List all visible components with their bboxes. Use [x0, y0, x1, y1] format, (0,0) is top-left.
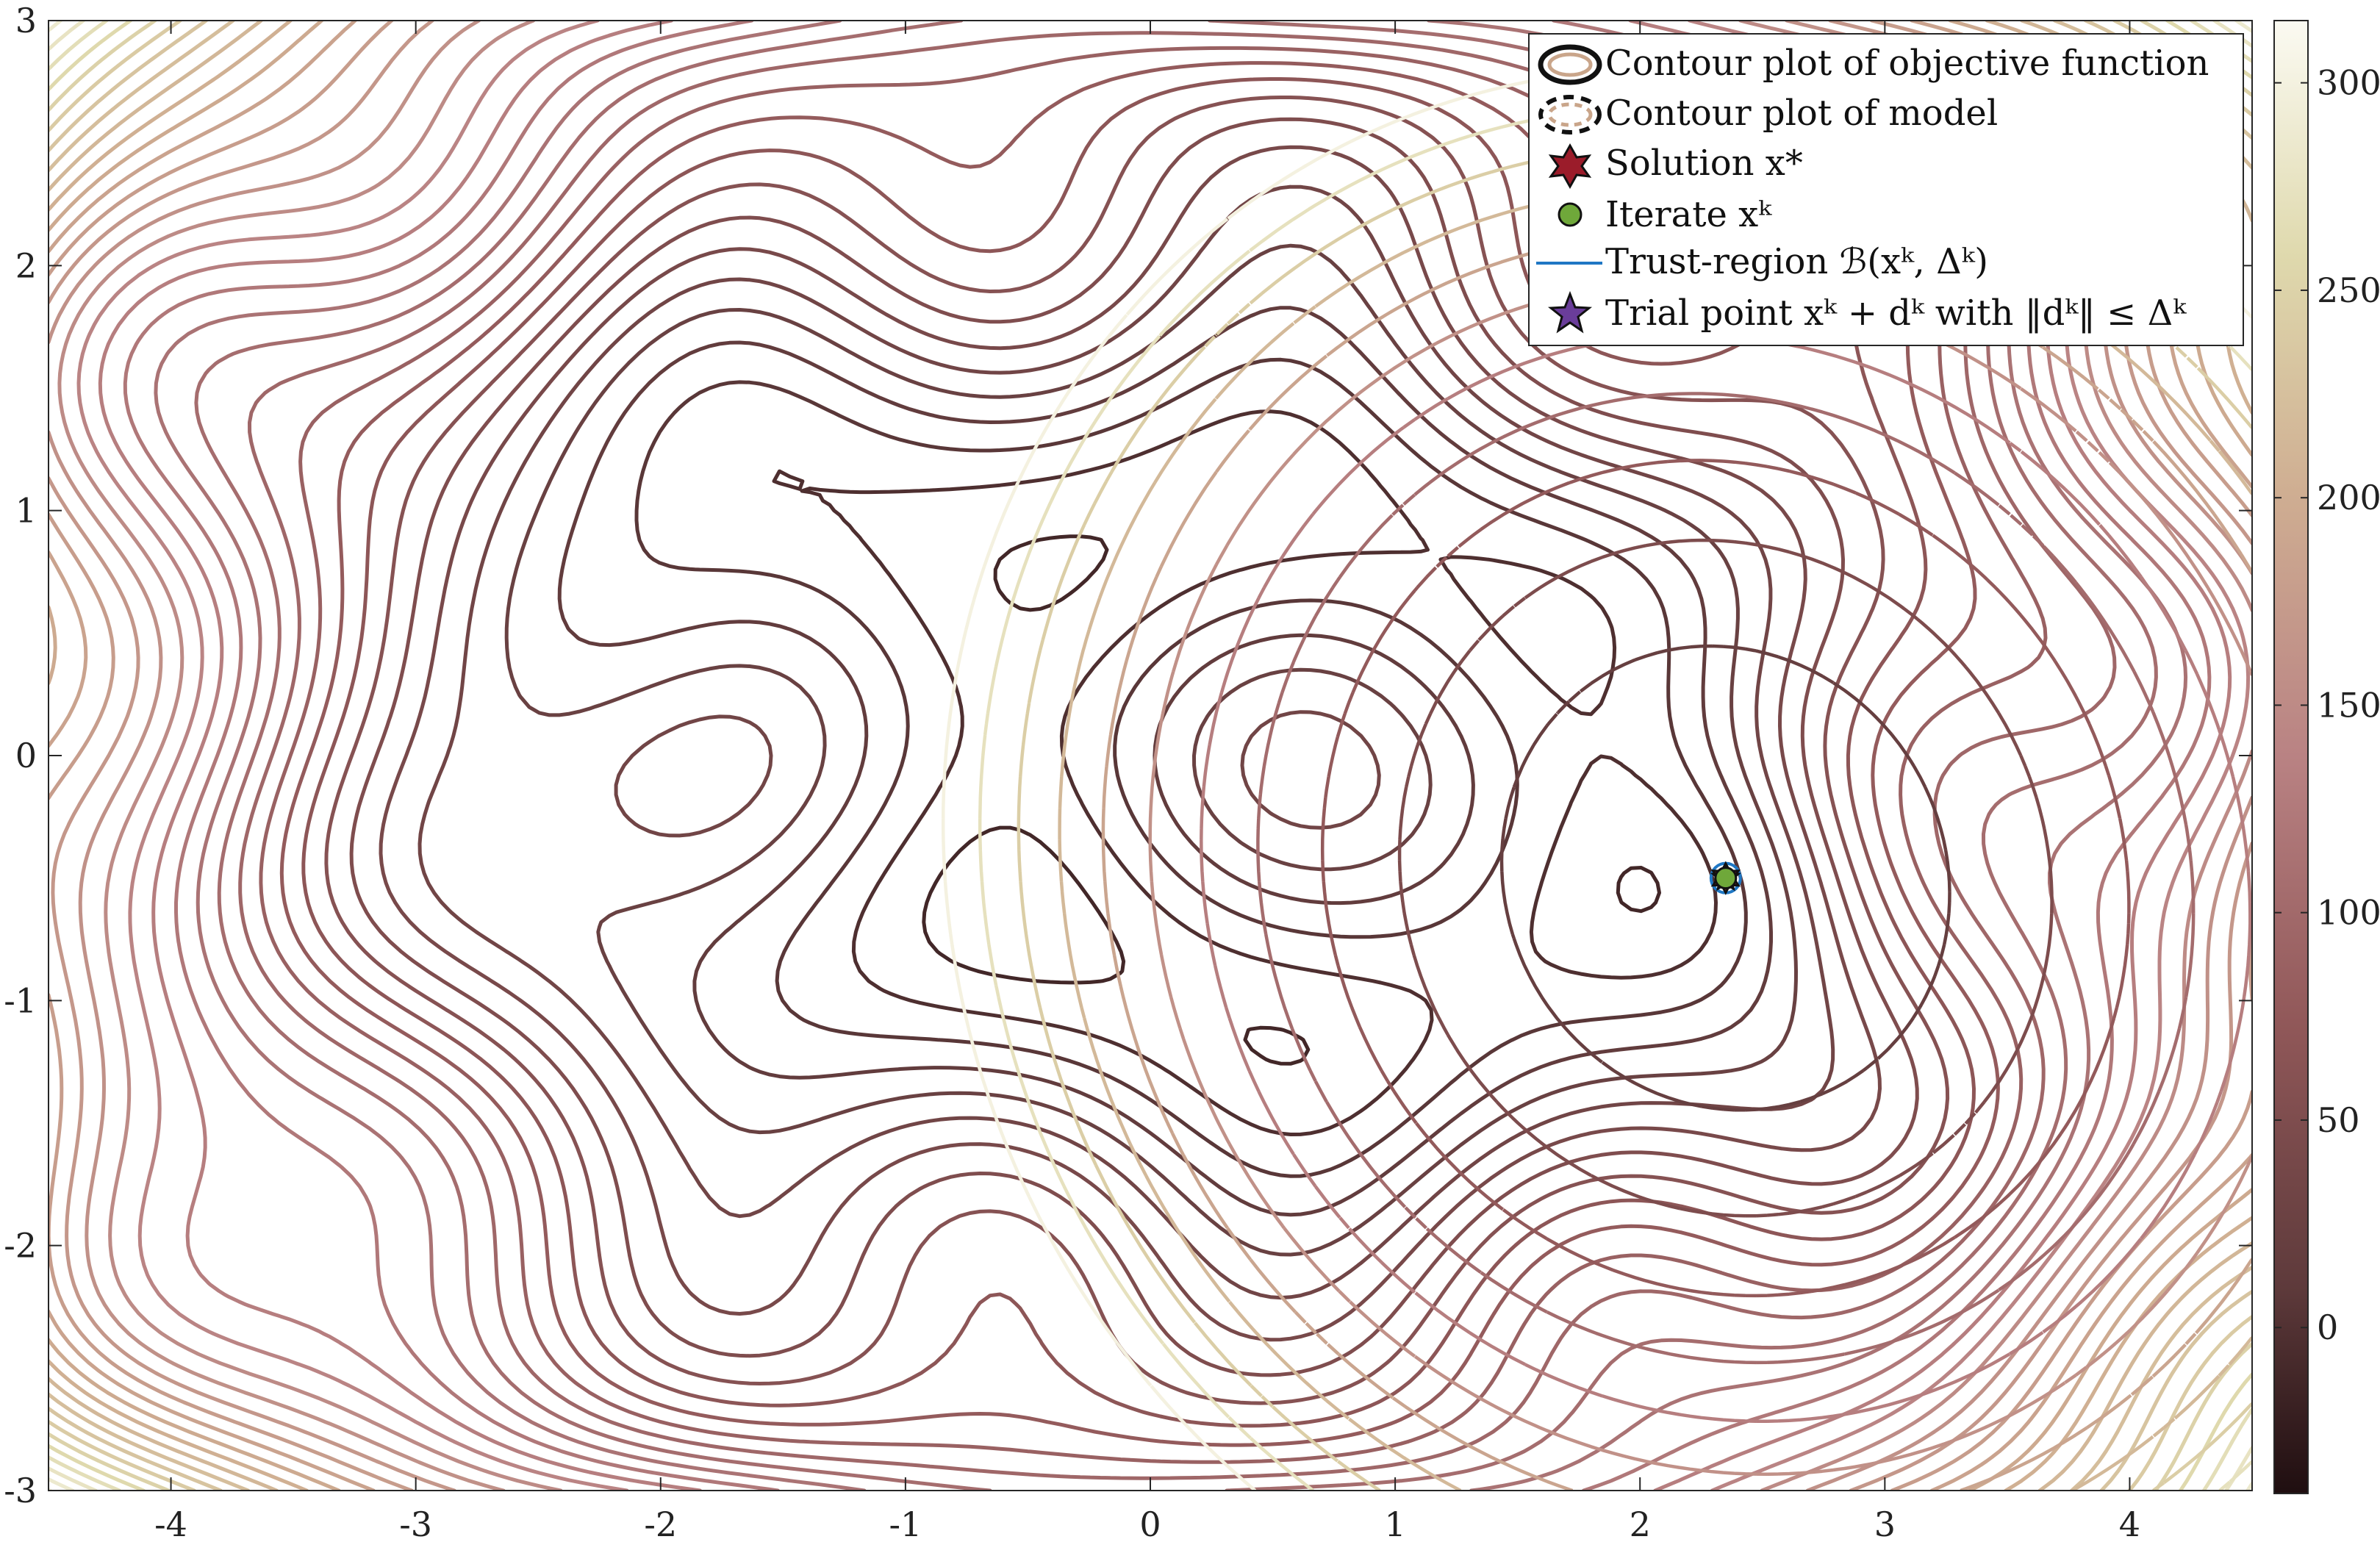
x-tick-label: -4 [154, 1505, 187, 1542]
x-tick-label: 4 [2119, 1505, 2140, 1542]
y-tick-label: -3 [4, 1471, 37, 1510]
legend-objective-symbol [1538, 44, 1602, 85]
y-tick-label: 3 [15, 1, 37, 40]
legend-trial-label: Trial point xᵏ + dᵏ with ‖dᵏ‖ ≤ Δᵏ [1605, 293, 2187, 334]
legend-trial-star-icon [1547, 290, 1593, 334]
x-tick-label: 2 [1630, 1505, 1651, 1542]
model-contour-line [1499, 644, 1951, 1112]
x-tick-label: -1 [889, 1505, 922, 1542]
x-tick-label: -3 [399, 1505, 432, 1542]
objective-contour-line [557, 306, 1773, 1217]
colorbar-tick-label: 50 [2317, 1100, 2360, 1140]
colorbar-tick-label: 0 [2317, 1308, 2338, 1347]
objective-contour-line [922, 534, 1661, 1066]
legend-iterate-dot-icon [1558, 202, 1583, 227]
y-tick-label: 2 [15, 245, 37, 285]
legend-iterate-label: Iterate xᵏ [1605, 194, 1772, 235]
iterate-point-marker [1714, 867, 1738, 890]
objective-contour-line [417, 184, 1835, 1300]
model-contour-line [1017, 144, 2252, 1491]
y-tick-label: 0 [15, 736, 37, 775]
y-axis-ticks: 3 2 1 0 -1 -2 -3 [4, 1, 2252, 1510]
x-tick-label: -2 [644, 1505, 677, 1542]
points-layer [1709, 861, 1742, 895]
model-contours [941, 65, 2252, 1491]
colorbar-tick-label: 100 [2317, 893, 2380, 933]
colorbar-tick-label: 250 [2317, 270, 2380, 310]
x-axis-ticks: -4 -3 -2 -1 0 1 2 3 4 [154, 21, 2140, 1542]
y-tick-label: -1 [4, 980, 37, 1020]
objective-contour-line [504, 243, 1798, 1257]
colorbar-gradient [2273, 20, 2309, 1494]
model-contour-line [1200, 333, 2252, 1423]
legend-objective-label: Contour plot of objective function [1605, 43, 2209, 84]
colorbar-tick-label: 200 [2317, 478, 2380, 517]
legend-solution-label: Solution x* [1605, 143, 1803, 184]
legend-model-label: Contour plot of model [1605, 93, 1998, 134]
x-tick-label: 3 [1874, 1505, 1896, 1542]
model-contour-line [1256, 392, 2196, 1365]
legend-solution-star-icon [1548, 143, 1592, 190]
objective-contour-line [379, 145, 1882, 1342]
legend-model-symbol [1538, 95, 1602, 135]
x-tick-label: 0 [1139, 1505, 1161, 1542]
legend-trust-label: Trust-region ℬ(xᵏ, Δᵏ) [1605, 241, 1988, 282]
model-contour-line [1397, 538, 2054, 1218]
y-tick-label: -2 [4, 1226, 37, 1266]
legend-box [1528, 33, 2244, 346]
colorbar-tick-label: 150 [2317, 685, 2380, 725]
colorbar-ticks: 300 250 200 150 100 50 0 [2274, 63, 2380, 1347]
model-contour-line [1320, 459, 2131, 1298]
colorbar: 300 250 200 150 100 50 0 [2273, 20, 2380, 1494]
objective-contour-line [76, 21, 2251, 1491]
x-tick-label: 1 [1384, 1505, 1405, 1542]
legend: Contour plot of objective function Conto… [1528, 33, 2244, 346]
y-tick-label: 1 [15, 491, 37, 531]
colorbar-tick-label: 300 [2317, 63, 2380, 103]
